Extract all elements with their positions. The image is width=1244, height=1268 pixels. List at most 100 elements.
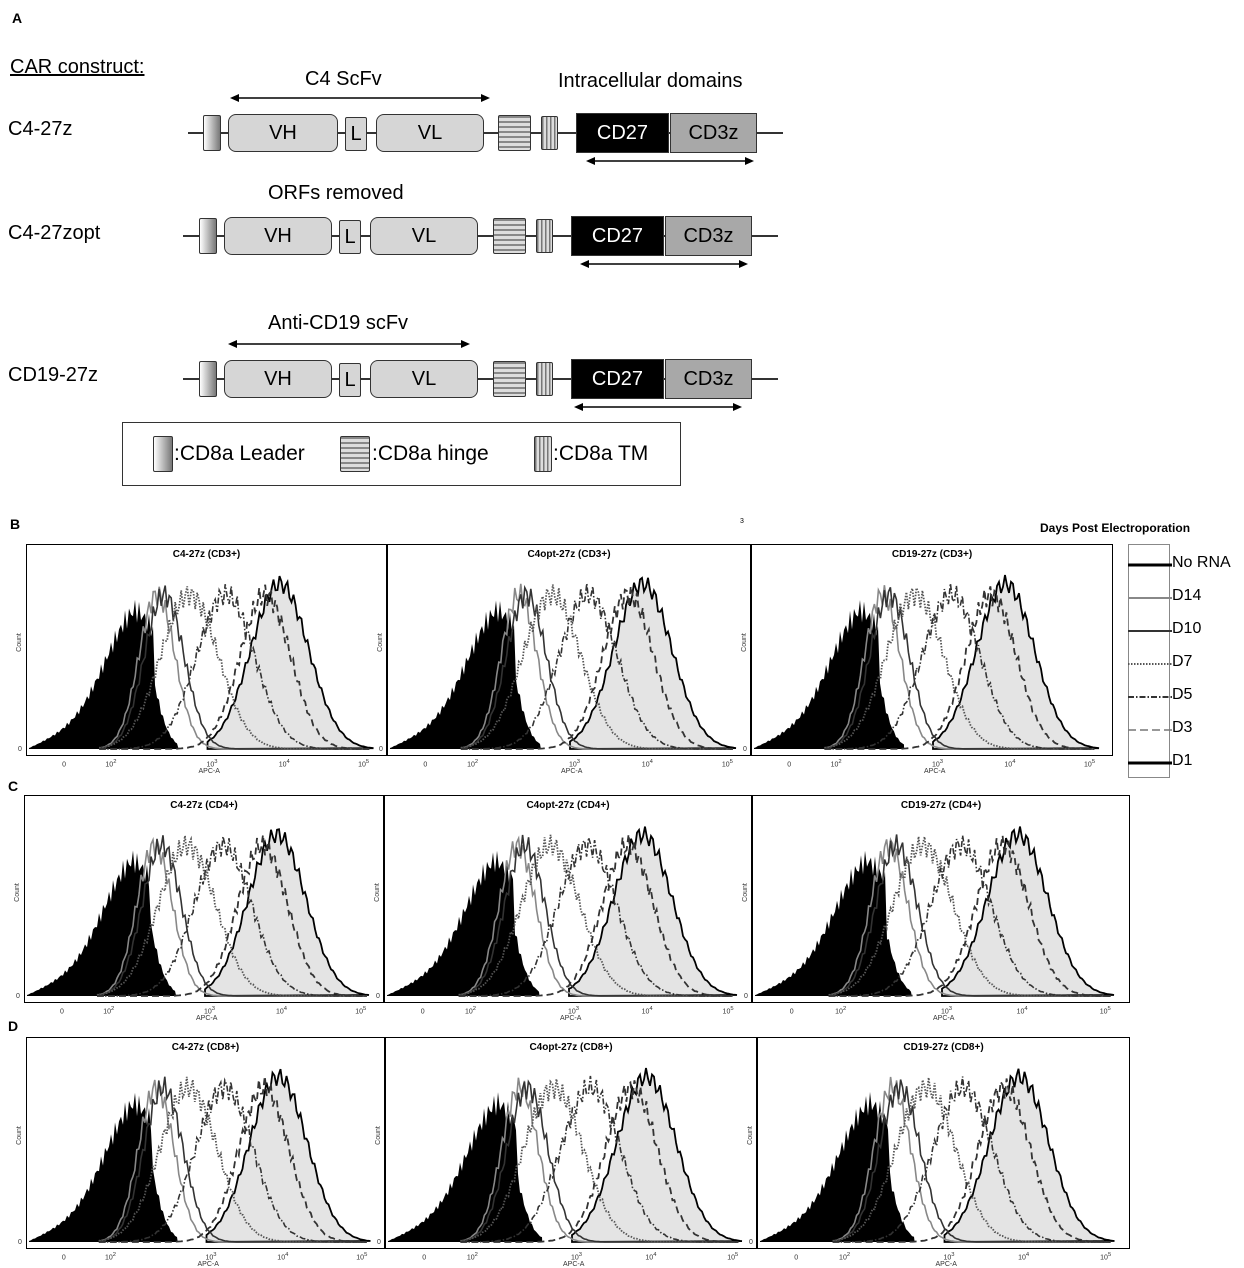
x-tick-label: 104 xyxy=(277,1252,289,1262)
x-tick-exponent: 4 xyxy=(286,759,290,765)
x-axis-label: APC-A xyxy=(561,768,583,775)
y-zero-label: 0 xyxy=(743,746,747,753)
intracellular-span-arrow-2 xyxy=(580,260,748,268)
y-axis-label: Count xyxy=(13,882,21,902)
x-axis-label: APC-A xyxy=(563,1261,585,1268)
intracellular-domains-annotation: Intracellular domains xyxy=(558,70,743,92)
vh-domain: VH xyxy=(228,114,338,152)
backbone-2 xyxy=(183,235,778,237)
day-histogram-curve xyxy=(460,586,733,750)
day-histogram-curve xyxy=(458,834,733,997)
x-tick-label: 104 xyxy=(641,1006,653,1016)
x-tick-label: 103 xyxy=(569,759,581,769)
x-tick-exponent: 5 xyxy=(1091,759,1096,765)
x-tick-exponent: 5 xyxy=(365,759,370,765)
x-tick-label: 103 xyxy=(932,759,944,769)
c4-scfv-annotation: C4 ScFv xyxy=(305,68,382,90)
histogram-title: C4opt-27z (CD3+) xyxy=(527,549,611,560)
x-tick-label: 104 xyxy=(645,1252,657,1262)
x-axis-label: APC-A xyxy=(198,768,220,775)
x-tick-label: 104 xyxy=(641,759,653,769)
x-tick-label: 103 xyxy=(571,1252,583,1262)
histogram-panel: CD19-27z (CD3+) xyxy=(751,544,1113,756)
x-tick-exponent: 5 xyxy=(735,1252,739,1258)
intracellular-span-arrow-1 xyxy=(586,157,754,165)
days-legend-item: D3 xyxy=(1172,719,1193,736)
x-tick-exponent: 4 xyxy=(649,1006,653,1012)
histogram-title: CD19-27z (CD4+) xyxy=(900,800,982,811)
x-tick-label: 103 xyxy=(941,1006,953,1016)
day-histogram-curve xyxy=(97,836,367,997)
d1-histogram xyxy=(568,826,738,997)
x-tick-label: 0 xyxy=(62,761,66,769)
days-legend-item: D10 xyxy=(1172,620,1202,637)
day-histogram-curve xyxy=(828,835,1111,997)
days-legend-swatch xyxy=(1128,563,1172,567)
x-tick-exponent: 4 xyxy=(1025,1252,1030,1258)
histogram-panel: C4-27z (CD3+) xyxy=(26,544,387,756)
day-histogram-curve xyxy=(460,584,733,750)
scfv-span-arrow-1 xyxy=(230,94,490,102)
stray-mark: 3 xyxy=(740,518,744,525)
histogram-title: C4-27z (CD8+) xyxy=(171,1042,240,1053)
histogram-panel: C4opt-27z (CD4+) xyxy=(384,795,752,1003)
no-rna-histogram xyxy=(387,850,540,996)
cd8a-hinge-icon xyxy=(498,115,531,151)
cd8a-leader-icon xyxy=(199,361,217,397)
linker-domain: L xyxy=(339,363,361,397)
histogram-panel: CD19-27z (CD4+) xyxy=(752,795,1130,1003)
x-tick-exponent: 2 xyxy=(842,1006,847,1012)
histogram-panel: C4-27z (CD4+) xyxy=(24,795,384,1003)
legend-hinge-icon xyxy=(340,436,370,472)
anti-cd19-scfv-annotation: Anti-CD19 scFv xyxy=(268,312,409,334)
legend-tm-icon xyxy=(534,436,552,472)
x-tick-label: 0 xyxy=(60,1008,64,1016)
x-tick-label: 0 xyxy=(61,1254,66,1262)
x-tick-exponent: 4 xyxy=(283,1006,288,1012)
x-tick-label: 102 xyxy=(839,1252,851,1262)
x-tick-label: 103 xyxy=(206,759,218,769)
x-axis-label: APC-A xyxy=(933,1015,955,1022)
panel-b-letter: B xyxy=(10,516,21,532)
histogram-title: C4-27z (CD4+) xyxy=(170,800,238,811)
x-tick-exponent: 2 xyxy=(113,759,117,765)
vl-domain: VL xyxy=(376,114,484,152)
x-tick-exponent: 3 xyxy=(214,759,218,765)
x-tick-label: 105 xyxy=(727,1252,739,1262)
legend-leader-label: :CD8a Leader xyxy=(174,442,305,465)
days-legend-swatch xyxy=(1128,663,1172,665)
x-axis-label: APC-A xyxy=(560,1015,582,1022)
x-tick-label: 0 xyxy=(420,1008,425,1016)
day-histogram-curve xyxy=(97,834,367,997)
y-zero-label: 0 xyxy=(379,746,383,753)
y-zero-label: 0 xyxy=(377,1239,381,1246)
days-legend-swatch xyxy=(1128,696,1172,698)
no-rna-histogram xyxy=(755,850,912,996)
x-tick-exponent: 2 xyxy=(472,1006,476,1012)
histogram-panel: C4opt-27z (CD8+) xyxy=(385,1037,757,1249)
vh-domain: VH xyxy=(224,360,332,398)
domain-legend xyxy=(122,422,681,486)
construct-label-c4-27zopt: C4-27zopt xyxy=(8,222,101,244)
cd8a-hinge-icon xyxy=(493,218,526,254)
d1-histogram xyxy=(205,1068,371,1243)
vl-domain: VL xyxy=(370,217,478,255)
x-axis-label: APC-A xyxy=(197,1261,219,1268)
cd3z-domain: CD3z xyxy=(665,216,752,256)
y-zero-label: 0 xyxy=(18,746,22,753)
day-histogram-curve xyxy=(828,835,1111,997)
x-tick-label: 104 xyxy=(1004,759,1016,769)
days-legend-item: D5 xyxy=(1172,686,1193,703)
x-tick-exponent: 3 xyxy=(939,759,944,765)
day-histogram-curve xyxy=(460,583,733,750)
day-histogram-curve xyxy=(460,1078,739,1243)
day-histogram-curve xyxy=(832,1077,1111,1243)
linker-domain: L xyxy=(339,220,361,254)
y-axis-label: Count xyxy=(15,1126,23,1146)
days-legend-swatch xyxy=(1128,729,1172,731)
x-tick-exponent: 5 xyxy=(1107,1006,1111,1012)
construct-label-c4-27z: C4-27z xyxy=(8,118,73,140)
x-tick-exponent: 4 xyxy=(1012,759,1016,765)
cd27-domain: CD27 xyxy=(576,113,669,153)
x-tick-label: 102 xyxy=(835,1006,847,1016)
